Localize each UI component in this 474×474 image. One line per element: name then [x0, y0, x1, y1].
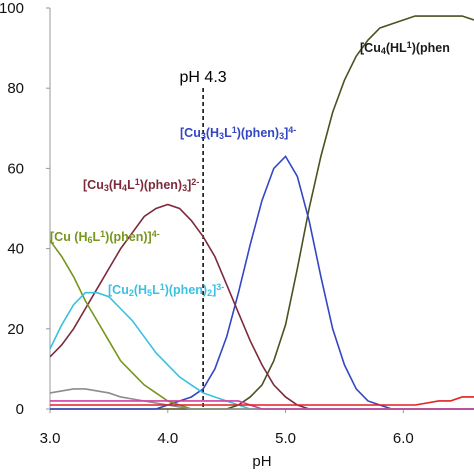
label-text: [Cu: [180, 126, 201, 140]
series-label: [Cu2(H5L1)(phen)2]3-: [108, 282, 224, 298]
label-superscript: 1: [407, 40, 412, 50]
label-subscript: 3: [182, 183, 187, 193]
label-superscript: 2-: [191, 177, 199, 187]
label-subscript: 5: [147, 288, 152, 298]
label-subscript: 4: [381, 46, 386, 56]
series-line: [50, 400, 474, 410]
y-tick-label: 0: [16, 401, 24, 418]
label-superscript: 1: [160, 282, 165, 292]
label-superscript: 1: [232, 125, 237, 135]
y-tick-label: 100: [0, 0, 24, 17]
y-tick-label: 80: [7, 80, 24, 97]
series-label: [Cu3(H3L1)(phen)3]4-: [180, 125, 296, 141]
plot-area: [50, 15, 474, 410]
label-superscript: 4-: [152, 229, 160, 239]
label-text: [Cu: [108, 283, 129, 297]
label-text: ]: [212, 283, 216, 297]
label-subscript: 2: [207, 288, 212, 298]
series-label: [Cu (H6L1)(phen)]4-: [50, 229, 160, 245]
label-subscript: 3: [279, 131, 284, 141]
label-superscript: 3-: [216, 282, 224, 292]
label-text: ]: [284, 126, 288, 140]
y-tick-label: 40: [7, 241, 24, 258]
label-subscript: 6: [88, 235, 93, 245]
x-tick-label: 3.0: [40, 430, 61, 447]
series-line: [50, 291, 474, 410]
label-text: L: [224, 126, 232, 140]
label-text: (H: [134, 283, 147, 297]
label-text: )(phen): [140, 178, 182, 192]
label-subscript: 2: [129, 288, 134, 298]
label-text: (H: [206, 126, 219, 140]
y-tick-label: 60: [7, 160, 24, 177]
axes: 0 20 40 60 80 100 3.0 4.0 5.0 6.0: [0, 0, 474, 447]
label-superscript: 1: [135, 177, 140, 187]
label-text: )(phen): [237, 126, 279, 140]
label-text: [Cu: [360, 41, 381, 55]
label-text: )(phen: [412, 41, 450, 55]
x-tick-label: 5.0: [275, 430, 296, 447]
series-label: [Cu3(H4L1)(phen)3]2-: [83, 177, 199, 193]
label-text: )(phen)]: [105, 230, 152, 244]
labels: pH 4.3[Cu4(HL1)(phen[Cu3(H3L1)(phen)3]4-…: [50, 40, 450, 298]
label-subscript: 3: [201, 131, 206, 141]
label-text: ]: [187, 178, 191, 192]
label-text: L: [152, 283, 160, 297]
annotation-text: pH 4.3: [180, 69, 227, 86]
x-axis-label: pH: [252, 453, 271, 470]
label-text: L: [93, 230, 101, 244]
label-text: )(phen): [165, 283, 207, 297]
label-superscript: 4-: [288, 125, 296, 135]
label-superscript: 1: [100, 229, 105, 239]
label-text: [Cu: [83, 178, 104, 192]
series-line: [50, 396, 474, 406]
series-label: [Cu4(HL1)(phen: [360, 40, 450, 56]
label-subscript: 3: [219, 131, 224, 141]
label-text: [Cu (H: [50, 230, 88, 244]
y-tick-label: 20: [7, 321, 24, 338]
label-text: L: [127, 178, 135, 192]
label-subscript: 4: [122, 183, 127, 193]
series-line: [50, 388, 474, 410]
x-tick-label: 4.0: [157, 430, 178, 447]
label-subscript: 3: [104, 183, 109, 193]
x-tick-label: 6.0: [393, 430, 414, 447]
label-text: (H: [109, 178, 122, 192]
label-text: (HL: [386, 41, 407, 55]
